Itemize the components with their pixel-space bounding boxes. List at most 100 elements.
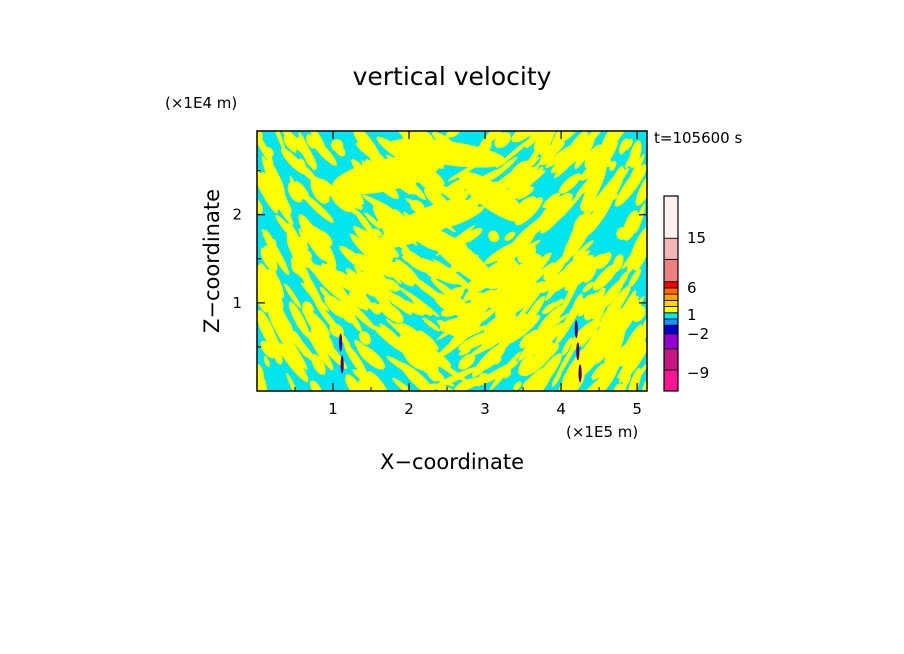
updraft-band — [330, 190, 353, 213]
updraft-band — [592, 263, 618, 291]
updraft-band — [302, 193, 334, 223]
updraft-band — [577, 306, 588, 317]
updraft-band — [270, 270, 284, 299]
updraft-band — [501, 367, 512, 379]
updraft-band — [498, 291, 520, 309]
updraft-band — [591, 361, 610, 380]
updraft-band — [561, 337, 573, 356]
updraft-band — [267, 172, 280, 190]
y-tick-label: 1 — [232, 294, 242, 312]
updraft-band — [533, 131, 559, 151]
x-tick-label: 1 — [328, 400, 338, 418]
updraft-band — [635, 171, 647, 206]
updraft-band — [434, 266, 469, 287]
updraft-band — [260, 247, 278, 272]
updraft-band — [352, 369, 390, 391]
updraft-band — [473, 289, 495, 311]
colorbar-frame — [663, 195, 679, 392]
updraft-band — [607, 168, 625, 203]
updraft-band — [278, 327, 308, 371]
updraft-band — [302, 301, 313, 312]
updraft-band — [488, 230, 500, 243]
colorbar: −9 −21 6 15 — [663, 195, 709, 392]
colorbar-band — [663, 281, 679, 289]
colorbar-band — [663, 333, 679, 350]
updraft-band — [513, 286, 544, 325]
colorbar-band — [663, 369, 679, 392]
updraft-band — [509, 160, 531, 181]
updraft-band — [297, 158, 306, 170]
downdraft-core — [574, 320, 578, 339]
updraft-band — [489, 352, 502, 365]
updraft-band — [479, 131, 512, 148]
updraft-band — [406, 257, 436, 274]
updraft-band — [513, 381, 522, 391]
updraft-band — [400, 299, 425, 316]
updraft-band — [418, 330, 439, 351]
updraft-band — [630, 361, 647, 386]
colorbar-label: 6 — [687, 279, 697, 297]
updraft-band — [447, 287, 464, 301]
colorbar-band — [663, 287, 679, 295]
updraft-band — [613, 383, 624, 391]
y-axis-title: Z−coordinate — [200, 189, 224, 333]
updraft-band — [539, 192, 572, 223]
updraft-band — [260, 340, 276, 359]
updraft-band — [268, 238, 277, 248]
updraft-band — [599, 361, 619, 391]
updraft-band — [370, 302, 382, 315]
colorbar-band — [663, 318, 679, 326]
updraft-band — [558, 373, 575, 391]
updraft-band — [286, 372, 302, 391]
updraft-band — [332, 155, 441, 195]
updraft-band — [292, 330, 308, 358]
updraft-band — [392, 377, 419, 391]
updraft-band — [580, 307, 605, 348]
plot-area — [256, 130, 648, 392]
updraft-band — [334, 144, 346, 157]
updraft-band — [317, 187, 330, 204]
updraft-band — [536, 341, 554, 363]
updraft-band — [539, 274, 561, 293]
updraft-band — [361, 194, 402, 219]
colorbar-label: −2 — [687, 325, 709, 343]
updraft-band — [632, 305, 646, 322]
plot-frame — [256, 130, 648, 392]
updraft-band — [627, 179, 637, 190]
updraft-band — [387, 138, 507, 168]
updraft-band — [458, 331, 495, 351]
updraft-band — [303, 308, 334, 351]
updraft-band — [341, 296, 376, 330]
updraft-band — [629, 140, 642, 168]
x-axis-title: X−coordinate — [380, 450, 524, 474]
updraft-band — [598, 279, 624, 311]
updraft-band — [310, 380, 324, 391]
updraft-band — [526, 322, 566, 358]
updraft-band — [559, 268, 584, 316]
updraft-band — [257, 131, 263, 139]
updraft-band — [257, 164, 269, 193]
updraft-band — [386, 355, 423, 380]
updraft-band — [426, 228, 498, 290]
updraft-band — [495, 307, 508, 320]
updraft-band — [310, 136, 337, 166]
colorbar-label: 1 — [687, 306, 697, 324]
updraft-band — [597, 137, 619, 168]
updraft-band — [496, 251, 535, 302]
colorbar-band — [663, 299, 679, 307]
updraft-band — [399, 335, 420, 355]
updraft-band — [547, 205, 556, 218]
colorbar-band — [663, 324, 679, 335]
updraft-band — [311, 354, 326, 376]
updraft-band — [275, 199, 294, 226]
colorbar-band — [663, 348, 679, 371]
x-tick-label: 2 — [404, 400, 414, 418]
updraft-band — [626, 228, 647, 274]
updraft-band — [290, 257, 310, 282]
updraft-band — [402, 131, 434, 143]
colorbar-band — [663, 293, 679, 301]
updraft-band — [579, 162, 607, 195]
updraft-band — [574, 137, 595, 170]
updraft-band — [267, 328, 283, 365]
updraft-band — [575, 223, 586, 240]
